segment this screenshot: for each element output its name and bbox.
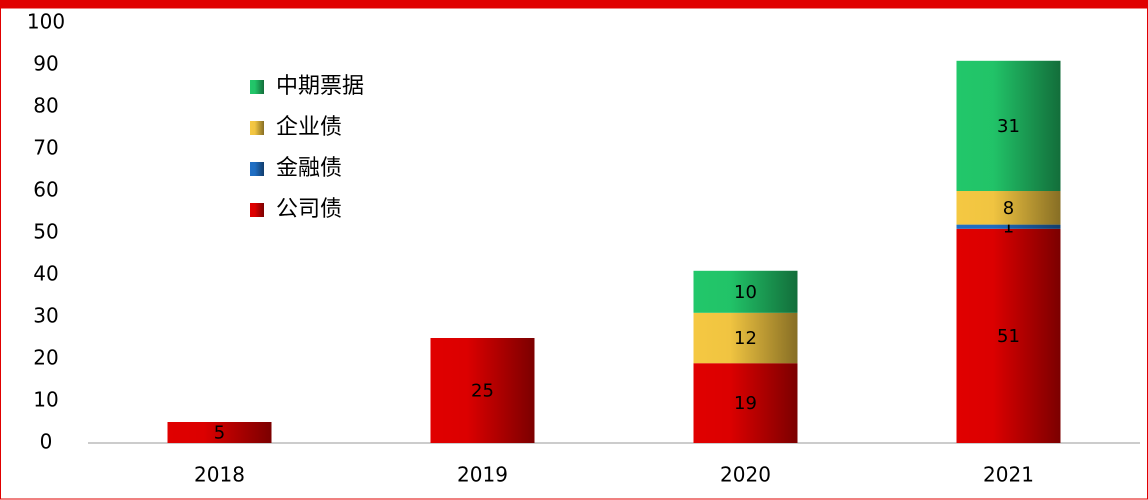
y-tick-label: 0 <box>40 430 53 454</box>
y-tick-label: 100 <box>27 10 65 34</box>
value-label: 12 <box>734 328 757 349</box>
legend-shade <box>250 203 264 217</box>
legend-label: 企业债 <box>276 115 342 140</box>
value-label: 1 <box>1003 217 1014 238</box>
bar-shade <box>956 60 1061 191</box>
title-band <box>0 0 1148 8</box>
bar-shade <box>956 191 1061 225</box>
y-tick-label: 80 <box>33 94 58 118</box>
bar-shade <box>693 363 798 443</box>
bar-shade <box>693 270 798 313</box>
legend-shade <box>250 80 264 94</box>
x-tick-label: 2018 <box>194 463 245 487</box>
y-tick-label: 10 <box>33 388 58 412</box>
y-tick-label: 60 <box>33 178 58 202</box>
bar-shade <box>693 312 798 364</box>
y-tick-label: 30 <box>33 304 58 328</box>
legend-label: 金融债 <box>276 156 342 181</box>
value-label: 25 <box>471 381 494 402</box>
value-label: 19 <box>734 393 757 414</box>
legend-label: 公司债 <box>276 197 342 222</box>
y-tick-label: 70 <box>33 136 58 160</box>
y-tick-label: 20 <box>33 346 58 370</box>
x-tick-label: 2021 <box>983 463 1034 487</box>
bar-shade <box>430 338 535 443</box>
value-label: 5 <box>214 423 225 444</box>
y-tick-label: 50 <box>33 220 58 244</box>
bar-shade <box>167 422 272 443</box>
bar-shade <box>956 224 1061 229</box>
value-label: 8 <box>1003 198 1014 219</box>
value-label: 10 <box>734 282 757 303</box>
bar-shade <box>956 228 1061 443</box>
legend-label: 中期票据 <box>276 74 364 99</box>
legend-shade <box>250 121 264 135</box>
y-tick-label: 40 <box>33 262 58 286</box>
legend-shade <box>250 162 264 176</box>
y-tick-label: 90 <box>33 52 58 76</box>
value-label: 31 <box>997 116 1020 137</box>
x-tick-label: 2019 <box>457 463 508 487</box>
x-tick-label: 2020 <box>720 463 771 487</box>
value-label: 51 <box>997 326 1020 347</box>
